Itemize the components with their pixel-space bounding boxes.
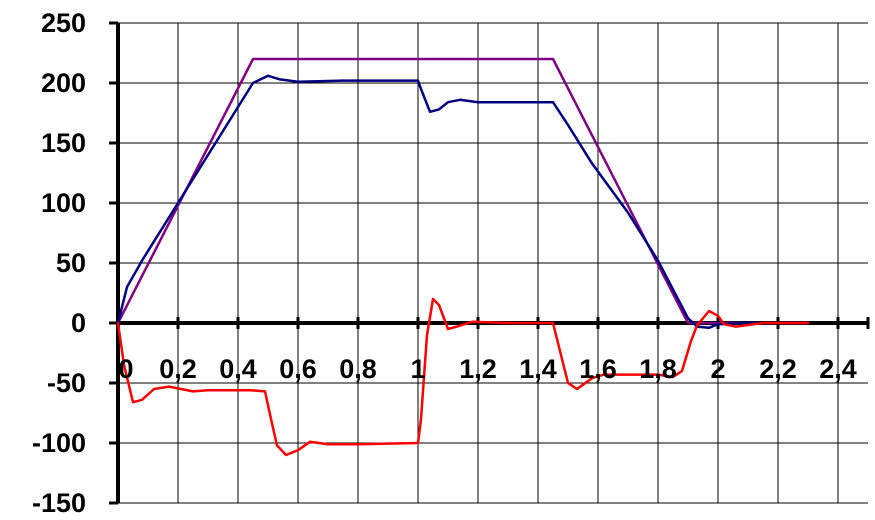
x-tick-label: 1,6 — [579, 354, 617, 384]
x-tick-label: 2,2 — [759, 354, 797, 384]
y-tick-labels: 250 200 150 100 50 0 -50 -100 -150 — [32, 8, 86, 518]
x-tick-label: 0,2 — [159, 354, 197, 384]
y-tick-label: 150 — [41, 128, 86, 158]
series-layer — [116, 57, 810, 457]
y-axis — [109, 21, 120, 505]
y-tick-label: 200 — [41, 68, 86, 98]
x-tick-labels: 0 0,2 0,4 0,6 0,8 1 1,2 1,4 1,6 1,8 2 2,2 2,4 — [118, 354, 856, 384]
x-tick-label: 0 — [118, 354, 133, 384]
y-tick-label: -150 — [32, 488, 86, 518]
x-tick-label: 1,4 — [519, 354, 557, 384]
y-tick-label: 100 — [41, 188, 86, 218]
y-tick-label: 50 — [56, 248, 86, 278]
x-tick-label: 1,8 — [639, 354, 677, 384]
y-tick-label: -50 — [47, 368, 86, 398]
series-line-3 — [116, 297, 810, 457]
x-tick-label: 0,4 — [219, 354, 257, 384]
y-tick-label: -100 — [32, 428, 86, 458]
x-tick-label: 2 — [710, 354, 725, 384]
series-line-2 — [116, 74, 810, 330]
y-tick-label: 0 — [71, 308, 86, 338]
series-line-1 — [116, 57, 810, 325]
y-tick-label: 250 — [41, 8, 86, 38]
grid-lines — [118, 22, 868, 504]
x-tick-label: 2,4 — [819, 354, 857, 384]
x-tick-label: 0,8 — [339, 354, 377, 384]
x-tick-label: 0,6 — [279, 354, 317, 384]
x-tick-label: 1 — [410, 354, 425, 384]
x-tick-label: 1,2 — [459, 354, 497, 384]
